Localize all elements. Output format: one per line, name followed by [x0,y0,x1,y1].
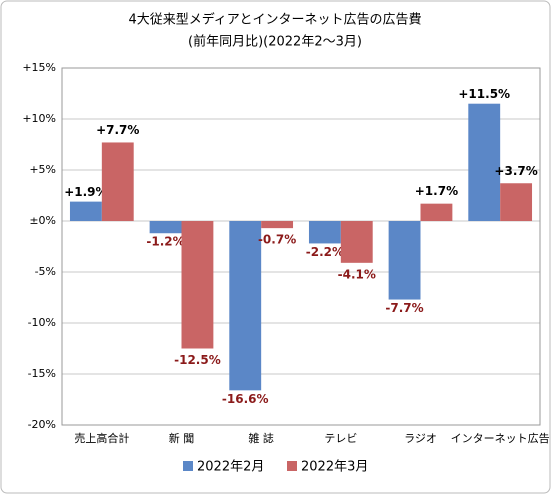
x-tick-label: 売上高合計 [74,431,129,445]
legend-label: 2022年2月 [197,460,264,475]
x-tick-label: ラジオ [404,432,437,445]
chart-subtitle: (前年同月比)(2022年2～3月) [188,34,362,50]
bar [149,221,182,234]
value-label: -12.5% [174,353,221,367]
legend-swatch [183,461,193,471]
x-tick-label: テレビ [324,432,357,445]
value-label: -7.7% [385,301,423,315]
y-tick-label: +5% [29,163,56,176]
plot-frame [61,67,541,426]
x-tick-label: 新 聞 [169,431,195,445]
bar [420,203,453,221]
x-tick-label: 雑 誌 [248,431,274,445]
y-tick-label: ±0% [29,214,56,227]
y-tick-label: -5% [35,265,56,278]
value-label: +1.7% [415,184,458,198]
value-label: +1.9% [64,185,107,199]
bar [500,183,533,221]
value-label: -1.2% [146,235,184,249]
y-tick-label: -10% [28,316,56,329]
bar [340,221,373,263]
bar [308,221,341,244]
y-tick-label: +10% [22,112,56,125]
value-label: +11.5% [458,87,510,101]
bar [229,221,262,391]
bar [261,221,294,229]
bar [101,142,134,221]
value-label: -2.2% [306,245,344,259]
value-label: +3.7% [494,164,537,178]
bar [69,201,102,221]
value-label: -4.1% [338,267,376,281]
y-tick-label: -15% [28,367,56,380]
legend-swatch [287,461,297,471]
legend-label: 2022年3月 [301,460,368,475]
chart-title: 4大従来型メディアとインターネット広告の広告費 [128,12,421,28]
value-label: +7.7% [96,123,139,137]
bar [468,103,501,221]
x-tick-label: インターネット広告 [451,432,550,445]
bar [388,221,421,300]
value-label: -0.7% [258,233,296,247]
y-tick-label: +15% [22,61,56,74]
value-label: -16.6% [222,392,269,406]
bar [181,221,214,349]
y-tick-label: -20% [28,418,56,431]
